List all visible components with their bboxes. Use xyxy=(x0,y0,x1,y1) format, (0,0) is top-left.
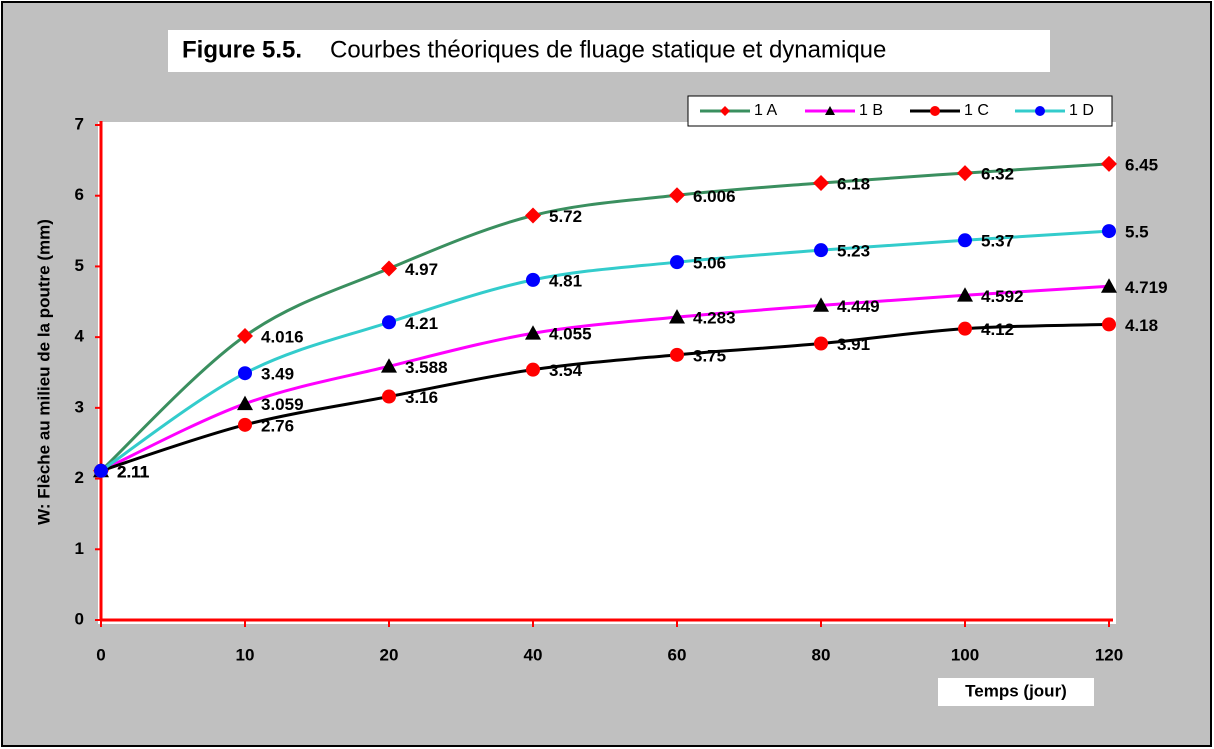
plot-area xyxy=(98,122,1116,624)
x-tick-label: 100 xyxy=(951,645,979,664)
data-label: 4.592 xyxy=(981,287,1024,306)
marker xyxy=(237,328,253,345)
data-label: 2.11 xyxy=(117,462,149,481)
marker xyxy=(957,287,973,302)
series-line xyxy=(100,322,1110,473)
data-label: 6.006 xyxy=(693,187,736,206)
data-label: 6.18 xyxy=(837,174,870,193)
marker xyxy=(237,395,253,411)
marker xyxy=(381,260,397,277)
legend-label: 1 C xyxy=(964,102,989,119)
series-line xyxy=(100,284,1110,473)
marker xyxy=(930,106,940,116)
marker xyxy=(720,106,730,116)
marker xyxy=(813,174,829,191)
data-label: 6.32 xyxy=(981,165,1014,184)
marker xyxy=(526,362,540,377)
x-tick-label: 80 xyxy=(812,645,831,664)
marker xyxy=(669,309,685,324)
x-axis-label: Temps (jour) xyxy=(965,681,1067,700)
marker xyxy=(1102,317,1116,332)
y-tick-label: 7 xyxy=(75,114,84,133)
y-tick-label: 5 xyxy=(75,256,84,275)
marker xyxy=(814,243,828,258)
legend-label: 1 A xyxy=(754,102,777,119)
marker xyxy=(382,389,396,404)
x-tick-label: 10 xyxy=(236,645,255,664)
y-tick-label: 4 xyxy=(75,327,85,346)
data-label: 2.11 xyxy=(117,462,149,481)
legend-label: 1 B xyxy=(859,102,883,119)
data-label: 4.449 xyxy=(837,297,880,316)
data-label: 3.75 xyxy=(693,346,726,365)
data-label: 5.23 xyxy=(837,242,870,261)
series-line xyxy=(100,229,1110,473)
data-label: 2.76 xyxy=(261,416,294,435)
marker xyxy=(238,366,252,381)
title-box xyxy=(168,30,1050,72)
x-tick-label: 60 xyxy=(668,645,687,664)
x-tick-label: 0 xyxy=(96,645,105,664)
y-tick-label: 1 xyxy=(75,539,84,558)
y-tick-label: 6 xyxy=(75,185,84,204)
data-label: 4.055 xyxy=(549,325,592,344)
data-label: 4.18 xyxy=(1125,316,1158,335)
marker xyxy=(814,336,828,351)
y-tick-label: 3 xyxy=(75,397,84,416)
marker xyxy=(238,417,252,432)
marker xyxy=(1101,155,1117,172)
marker xyxy=(526,272,540,287)
data-label: 4.81 xyxy=(549,271,582,290)
data-label: 3.54 xyxy=(549,361,583,380)
data-label: 4.21 xyxy=(405,314,438,333)
data-label: 3.588 xyxy=(405,358,448,377)
data-label: 3.059 xyxy=(261,395,304,414)
marker xyxy=(525,325,541,340)
data-label: 4.12 xyxy=(981,320,1014,339)
marker xyxy=(94,463,108,478)
data-label: 5.72 xyxy=(549,207,582,226)
marker xyxy=(958,233,972,248)
data-label: 3.49 xyxy=(261,365,294,384)
y-tick-label: 2 xyxy=(75,468,84,487)
marker xyxy=(957,165,973,182)
x-tick-label: 40 xyxy=(524,645,543,664)
chart-title: Courbes théoriques de fluage statique et… xyxy=(330,36,886,63)
marker xyxy=(525,207,541,224)
marker xyxy=(670,347,684,362)
marker xyxy=(1035,106,1045,116)
x-tick-label: 20 xyxy=(380,645,399,664)
data-label: 4.283 xyxy=(693,309,736,328)
legend-label: 1 D xyxy=(1069,102,1094,119)
data-label: 2.11 xyxy=(117,462,149,481)
data-label: 4.016 xyxy=(261,327,304,346)
figure-label: Figure 5.5. xyxy=(182,36,302,63)
marker xyxy=(813,297,829,312)
data-label: 4.719 xyxy=(1125,278,1168,297)
marker xyxy=(1101,278,1117,293)
marker xyxy=(825,106,835,115)
data-label: 5.5 xyxy=(1125,223,1149,242)
x-tick-label: 120 xyxy=(1095,645,1123,664)
data-label: 3.91 xyxy=(837,335,870,354)
marker xyxy=(382,315,396,330)
data-label: 3.16 xyxy=(405,388,438,407)
marker xyxy=(958,321,972,336)
data-label: 5.06 xyxy=(693,254,726,273)
x-label-box xyxy=(938,678,1094,706)
data-label: 4.97 xyxy=(405,260,438,279)
y-tick-label: 0 xyxy=(75,609,84,628)
marker xyxy=(381,358,397,373)
data-label: 5.37 xyxy=(981,232,1014,251)
data-label: 6.45 xyxy=(1125,155,1158,174)
marker xyxy=(1102,224,1116,239)
marker xyxy=(669,187,685,204)
data-label: 2.11 xyxy=(117,462,149,481)
marker xyxy=(670,255,684,270)
y-axis-label: W: Flèche au milieu de la poutre (mm) xyxy=(34,219,53,525)
